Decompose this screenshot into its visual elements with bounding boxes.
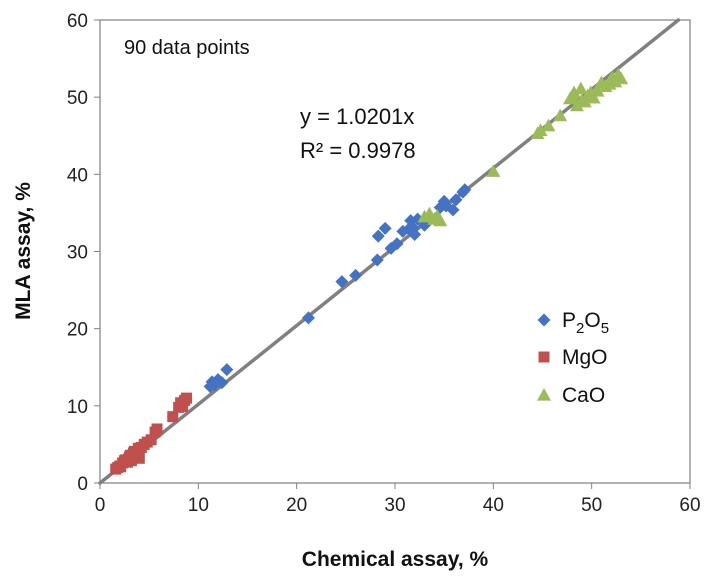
data-point-diamond [335, 275, 349, 289]
data-point-triangle [553, 108, 568, 122]
data-point-diamond [349, 268, 363, 282]
data-point-triangle [541, 118, 556, 132]
legend-label-mgo: MgO [562, 346, 608, 369]
x-tick-label: 30 [384, 495, 405, 516]
y-tick-label: 40 [67, 165, 88, 186]
data-point-diamond [449, 193, 463, 207]
data-point-diamond [301, 311, 315, 325]
y-tick-label: 60 [67, 11, 88, 32]
y-tick-label: 10 [67, 397, 88, 418]
y-tick-label: 20 [67, 320, 88, 341]
y-tick-label: 50 [67, 88, 88, 109]
legend-marker-p2o5 [537, 313, 551, 327]
x-axis-title: Chemical assay, % [302, 548, 489, 571]
legend: P2O5 MgO CaO [537, 309, 609, 407]
data-point-square [167, 411, 179, 423]
y-tick-label: 30 [67, 243, 88, 264]
r-squared-annotation: R² = 0.9978 [300, 138, 416, 163]
data-point-triangle [486, 164, 501, 177]
data-point-diamond [407, 221, 421, 235]
y-axis-title: MLA assay, % [12, 182, 35, 320]
data-point-square [151, 423, 163, 435]
x-tick-label: 50 [581, 495, 602, 516]
legend-marker-cao [537, 388, 551, 401]
data-point-triangle [574, 93, 589, 106]
x-tick-label: 10 [188, 495, 209, 516]
data-point-triangle [589, 83, 604, 96]
data-point-triangle [433, 213, 448, 227]
data-point-triangle [573, 81, 588, 95]
legend-label-cao: CaO [562, 384, 605, 407]
axis-ticks: 0 10 20 30 40 50 60 0 10 20 30 40 50 60 [67, 11, 701, 516]
data-point-square [129, 452, 141, 464]
data-point-diamond [378, 221, 392, 235]
legend-marker-mgo [538, 351, 550, 363]
data-point-triangle [533, 123, 548, 136]
x-tick-label: 0 [95, 495, 106, 516]
data-point-diamond [371, 229, 385, 243]
data-points [110, 67, 629, 475]
data-count-annotation: 90 data points [124, 37, 250, 59]
data-point-diamond [220, 363, 234, 377]
data-point-diamond [458, 183, 472, 197]
x-tick-label: 20 [286, 495, 307, 516]
data-point-square [181, 392, 193, 404]
y-tick-label: 0 [77, 474, 88, 495]
regression-equation: y = 1.0201x [300, 104, 414, 129]
data-point-diamond [207, 378, 221, 392]
data-point-diamond [446, 203, 460, 217]
data-point-triangle [565, 89, 579, 102]
x-tick-label: 40 [483, 495, 504, 516]
x-tick-label: 60 [679, 495, 700, 516]
data-point-diamond [370, 253, 384, 267]
data-point-triangle [610, 70, 625, 83]
legend-label-p2o5: P2O5 [562, 309, 609, 337]
data-point-diamond [390, 237, 404, 251]
data-point-triangle [586, 90, 601, 104]
